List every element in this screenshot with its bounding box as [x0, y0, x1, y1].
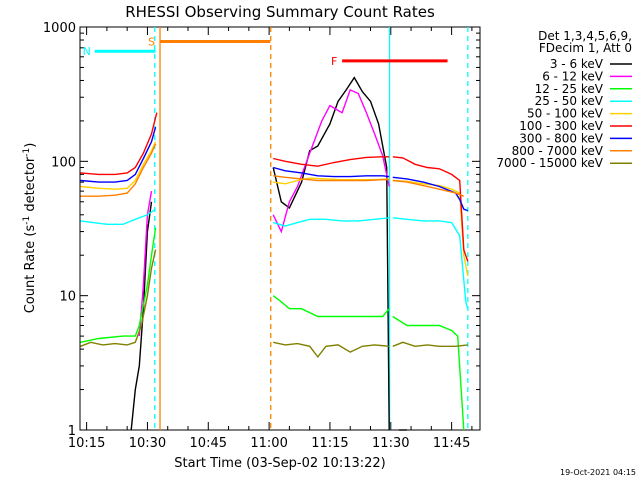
x-axis-label: Start Time (03-Sep-02 10:13:22)	[174, 456, 385, 471]
legend-label: 25 - 50 keV	[535, 94, 604, 108]
y-axis: 1 10 100 1000	[43, 21, 480, 439]
series-line	[392, 217, 469, 309]
y-tick-label: 10	[59, 290, 76, 305]
x-tick-label: 11:45	[433, 436, 470, 451]
x-tick-label: 11:30	[372, 436, 409, 451]
y-label-part-2: detector	[23, 156, 38, 216]
series-line	[272, 88, 390, 234]
series-line	[272, 76, 390, 431]
series-line	[80, 249, 157, 347]
series-line	[272, 295, 390, 318]
y-tick-label: 100	[51, 155, 76, 170]
series-line	[273, 217, 390, 227]
legend-label: 12 - 25 keV	[535, 82, 604, 96]
legend-label: 100 - 300 keV	[519, 119, 603, 133]
series-line	[80, 227, 157, 343]
series-line	[392, 315, 465, 431]
legend-header-1: Det 1,3,4,5,6,9,	[538, 29, 632, 43]
y-tick-label: 1	[68, 424, 76, 439]
series-line	[80, 143, 157, 197]
series-line	[130, 201, 153, 431]
flag-label: S	[148, 35, 155, 48]
y-tick-label: 1000	[43, 21, 76, 36]
series-line	[80, 141, 157, 190]
flag-label: N	[83, 45, 91, 58]
series-line	[392, 341, 468, 348]
x-tick-label: 10:15	[68, 436, 105, 451]
series-line	[80, 126, 157, 183]
series-line	[80, 208, 156, 226]
series-line	[273, 156, 390, 167]
series-line	[138, 190, 153, 337]
flag-bars: S N F	[83, 35, 448, 68]
y-label-part-1: Count Rate (s	[23, 225, 38, 314]
legend-label: 6 - 12 keV	[542, 69, 604, 83]
legend-label: 800 - 7000 keV	[512, 144, 604, 158]
x-tick-label: 10:45	[190, 436, 227, 451]
legend-label: 50 - 100 keV	[527, 107, 604, 121]
legend-label: 300 - 800 keV	[519, 131, 603, 145]
plot-border	[79, 26, 481, 431]
legend-header-2: FDecim 1, Att 0	[539, 41, 632, 55]
series-line	[392, 176, 469, 212]
series-line	[392, 156, 469, 262]
x-axis: 10:15 10:30 10:45 11:00 11:15 11:30 11:45	[68, 27, 473, 451]
series-line	[273, 175, 390, 182]
legend: Det 1,3,4,5,6,9, FDecim 1, Att 0 3 - 6 k…	[496, 29, 632, 170]
series-line	[273, 341, 390, 359]
series-lines	[80, 76, 469, 431]
y-axis-label: Count Rate (s-1 detector-1)	[22, 143, 38, 314]
time-markers	[154, 27, 469, 430]
x-tick-label: 11:00	[250, 436, 287, 451]
legend-label: 3 - 6 keV	[550, 57, 604, 71]
y-label-sup-2: -1	[22, 148, 32, 157]
footer-timestamp: 19-Oct-2021 04:15	[560, 468, 636, 477]
chart-title: RHESSI Observing Summary Count Rates	[125, 3, 435, 21]
flag-label: F	[331, 55, 337, 68]
series-line	[392, 179, 465, 197]
x-tick-label: 10:30	[129, 436, 166, 451]
x-tick-label: 11:15	[311, 436, 348, 451]
y-label-part-3: )	[23, 143, 38, 148]
plot-frame	[79, 26, 481, 431]
legend-label: 7000 - 15000 keV	[496, 156, 603, 170]
y-label-sup-1: -1	[22, 216, 32, 225]
series-line	[80, 112, 158, 176]
series-line	[273, 166, 390, 178]
